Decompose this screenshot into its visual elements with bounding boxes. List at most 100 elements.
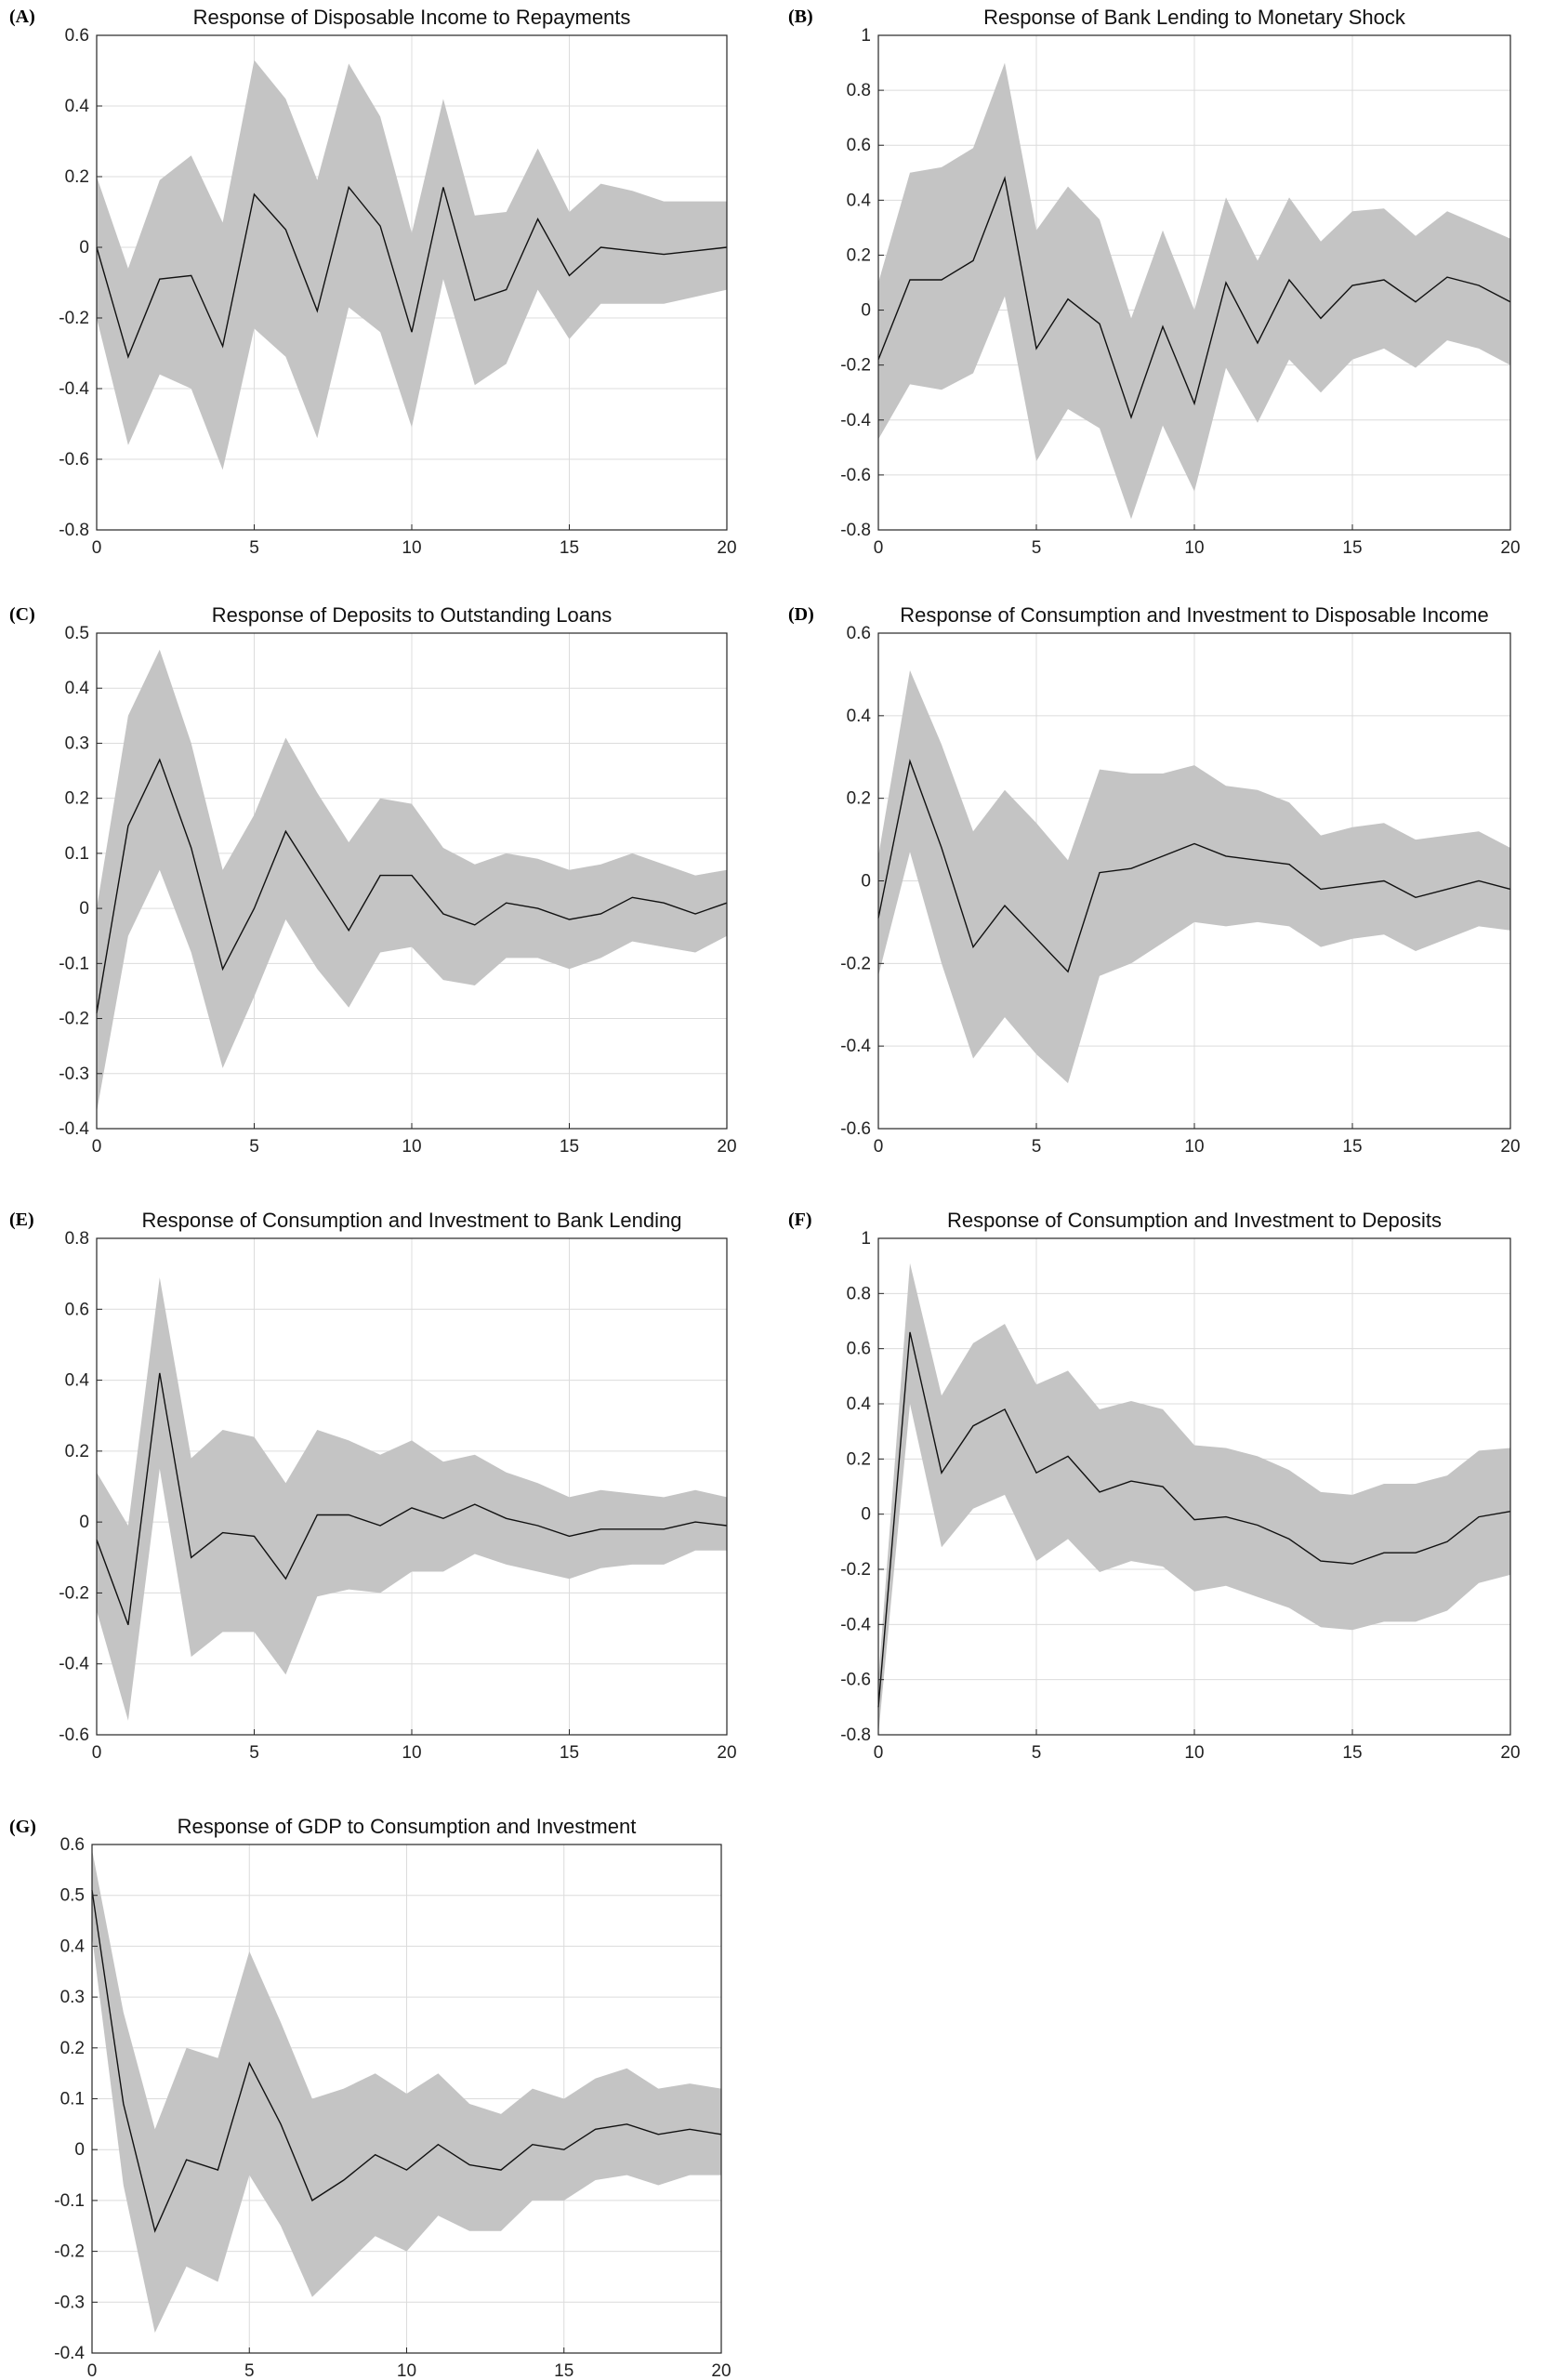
response-line — [877, 759, 1511, 973]
y-tick-label: -0.6 — [59, 450, 89, 469]
y-tick-label: 0.2 — [65, 789, 89, 809]
y-tick-label: 0.4 — [60, 1937, 86, 1956]
chart-panel-2: (B) Response of Bank Lending to Monetary … — [788, 6, 1521, 558]
y-tick-label: -0.3 — [59, 1064, 89, 1084]
panel-label: (B) — [788, 7, 813, 27]
y-tick-label: 0.5 — [60, 1886, 85, 1906]
panel-label: (C) — [9, 604, 35, 625]
chart-title: Response of Disposable Income to Repayme… — [193, 6, 631, 29]
x-tick-label: 5 — [249, 538, 259, 558]
y-tick-label: 0.4 — [65, 97, 90, 116]
x-tick-label: 0 — [87, 2361, 98, 2380]
x-tick-label: 20 — [1500, 1743, 1520, 1763]
panel-label: (D) — [788, 604, 814, 625]
y-tick-label: -0.8 — [840, 1726, 871, 1745]
y-tick-label: -0.4 — [54, 2344, 85, 2363]
y-tick-label: 0.6 — [65, 26, 89, 46]
response-line — [877, 1331, 1511, 1708]
y-tick-label: 0 — [861, 1505, 871, 1525]
y-tick-label: -0.1 — [59, 954, 89, 973]
x-tick-label: 5 — [1032, 1137, 1042, 1157]
x-tick-label: 20 — [717, 538, 736, 558]
y-tick-label: 0.8 — [65, 1229, 89, 1249]
y-tick-label: -0.2 — [54, 2242, 85, 2262]
y-tick-label: 0 — [79, 1513, 89, 1532]
x-tick-label: 15 — [560, 538, 579, 558]
y-tick-label: -0.6 — [59, 1726, 89, 1745]
x-tick-label: 10 — [402, 538, 421, 558]
chart-title: Response of Bank Lending to Monetary Sho… — [983, 6, 1406, 29]
y-tick-label: -0.4 — [59, 379, 89, 399]
x-tick-label: 15 — [1342, 1137, 1362, 1157]
y-tick-label: 0.4 — [65, 679, 90, 698]
x-tick-label: 15 — [560, 1743, 579, 1763]
response-line — [96, 185, 728, 359]
y-tick-label: -0.1 — [54, 2191, 85, 2211]
y-tick-label: 0.6 — [60, 1835, 85, 1855]
x-tick-label: 20 — [717, 1137, 736, 1157]
x-tick-label: 10 — [402, 1743, 421, 1763]
y-tick-label: -0.2 — [840, 1560, 871, 1580]
x-tick-label: 5 — [249, 1743, 259, 1763]
y-tick-label: -0.4 — [59, 1655, 89, 1674]
chart-title: Response of Consumption and Investment t… — [900, 603, 1488, 627]
y-tick-label: 0.4 — [847, 1395, 872, 1414]
y-tick-label: 0.6 — [847, 1340, 871, 1359]
y-tick-label: 0.2 — [847, 789, 871, 809]
x-tick-label: 20 — [1500, 1137, 1520, 1157]
response-line — [96, 758, 728, 1013]
response-line — [877, 176, 1511, 419]
y-tick-label: 1 — [861, 1229, 871, 1249]
confidence-band — [97, 649, 727, 1113]
y-tick-label: 1 — [861, 26, 871, 46]
y-tick-label: 0 — [79, 238, 89, 258]
chart-title: Response of GDP to Consumption and Inves… — [178, 1815, 637, 1838]
chart-panel-3: (C) Response of Deposits to Outstanding L… — [9, 603, 737, 1157]
x-tick-label: 5 — [244, 2361, 255, 2380]
chart-panel-6: (F) Response of Consumption and Investmen… — [788, 1209, 1521, 1763]
x-tick-label: 10 — [1184, 1743, 1204, 1763]
confidence-band — [97, 1277, 727, 1721]
x-tick-label: 0 — [92, 538, 102, 558]
confidence-band — [878, 1263, 1510, 1735]
y-tick-label: 0.3 — [60, 1988, 85, 2007]
y-tick-label: 0.1 — [65, 844, 89, 864]
y-tick-label: 0.2 — [60, 2039, 85, 2058]
y-tick-label: -0.6 — [840, 466, 871, 485]
chart-panel-7: (G) Response of GDP to Consumption and In… — [9, 1815, 731, 2380]
panel-label: (E) — [9, 1210, 34, 1230]
y-tick-label: 0.4 — [847, 707, 872, 726]
y-tick-label: 0.2 — [65, 1442, 89, 1461]
panel-label: (G) — [9, 1817, 36, 1837]
x-tick-label: 15 — [1342, 538, 1362, 558]
chart-title: Response of Deposits to Outstanding Loan… — [212, 603, 613, 627]
x-tick-label: 10 — [397, 2361, 416, 2380]
y-tick-label: 0.2 — [847, 1449, 871, 1469]
x-tick-label: 20 — [711, 2361, 731, 2380]
y-tick-label: 0.8 — [847, 81, 871, 100]
y-tick-label: 0 — [861, 301, 871, 321]
y-tick-label: 0.3 — [65, 734, 89, 753]
y-tick-label: 0.4 — [847, 191, 872, 210]
y-tick-label: -0.8 — [59, 521, 89, 540]
y-tick-label: 0.8 — [847, 1284, 871, 1303]
y-tick-label: 0 — [74, 2140, 85, 2160]
panel-label: (A) — [9, 7, 35, 27]
x-tick-label: 0 — [92, 1137, 102, 1157]
chart-panel-1: (A) Response of Disposable Income to Repa… — [9, 6, 737, 558]
x-tick-label: 0 — [874, 1743, 884, 1763]
x-tick-label: 10 — [402, 1137, 421, 1157]
x-tick-label: 20 — [1500, 538, 1520, 558]
chart-title: Response of Consumption and Investment t… — [947, 1209, 1442, 1232]
x-tick-label: 15 — [560, 1137, 579, 1157]
y-tick-label: -0.4 — [840, 1037, 871, 1056]
confidence-band — [878, 62, 1510, 520]
confidence-band — [92, 1849, 721, 2334]
y-tick-label: 0 — [79, 899, 89, 919]
y-tick-label: 0.2 — [847, 245, 871, 265]
x-tick-label: 0 — [874, 538, 884, 558]
x-tick-label: 5 — [1032, 1743, 1042, 1763]
x-tick-label: 20 — [717, 1743, 736, 1763]
y-tick-label: 0.1 — [60, 2090, 85, 2109]
y-tick-label: 0.2 — [65, 167, 89, 187]
